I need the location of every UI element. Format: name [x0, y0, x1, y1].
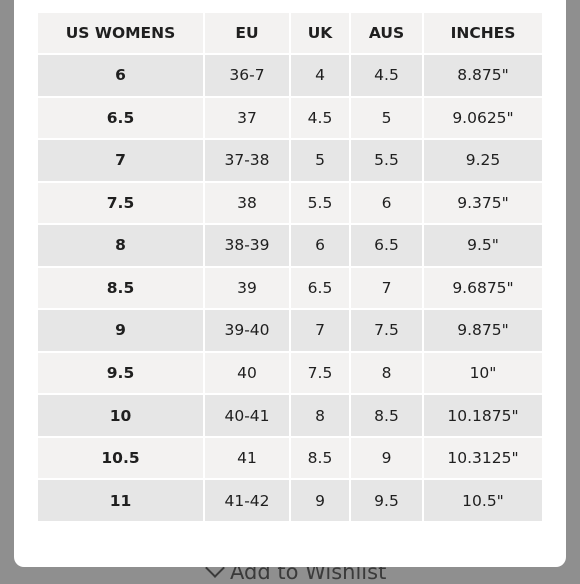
cell-us-womens: 6	[38, 55, 203, 96]
table-row: 11 41-42 9 9.5 10.5"	[38, 480, 542, 521]
cell-eu: 36-7	[205, 55, 289, 96]
cell-uk: 7.5	[291, 352, 349, 394]
cell-uk: 5.5	[291, 182, 349, 224]
cell-us-womens: 7.5	[38, 182, 203, 224]
cell-uk: 8.5	[291, 437, 349, 479]
cell-us-womens: 9.5	[38, 352, 203, 394]
column-header-uk: UK	[291, 13, 349, 53]
table-row: 6 36-7 4 4.5 8.875"	[38, 55, 542, 96]
size-chart-table: US WOMENS EU UK AUS INCHES 6 36-7 4 4.5 …	[36, 11, 544, 523]
table-row: 8 38-39 6 6.5 9.5"	[38, 225, 542, 266]
column-header-eu: EU	[205, 13, 289, 53]
cell-aus: 8.5	[351, 395, 422, 436]
column-header-inches: INCHES	[424, 13, 542, 53]
cell-aus: 6.5	[351, 225, 422, 266]
cell-inches: 9.25	[424, 140, 542, 181]
cell-inches: 9.6875"	[424, 267, 542, 309]
cell-eu: 37-38	[205, 140, 289, 181]
column-header-us-womens: US WOMENS	[38, 13, 203, 53]
cell-inches: 10.3125"	[424, 437, 542, 479]
cell-eu: 40	[205, 352, 289, 394]
table-row: 10 40-41 8 8.5 10.1875"	[38, 395, 542, 436]
cell-aus: 7.5	[351, 310, 422, 351]
cell-aus: 6	[351, 182, 422, 224]
cell-inches: 9.375"	[424, 182, 542, 224]
column-header-aus: AUS	[351, 13, 422, 53]
cell-us-womens: 11	[38, 480, 203, 521]
cell-inches: 10.5"	[424, 480, 542, 521]
table-row: 8.5 39 6.5 7 9.6875"	[38, 267, 542, 309]
cell-uk: 5	[291, 140, 349, 181]
cell-us-womens: 10	[38, 395, 203, 436]
cell-aus: 5	[351, 97, 422, 139]
cell-us-womens: 10.5	[38, 437, 203, 479]
cell-inches: 9.5"	[424, 225, 542, 266]
cell-eu: 39-40	[205, 310, 289, 351]
cell-aus: 5.5	[351, 140, 422, 181]
cell-uk: 4	[291, 55, 349, 96]
cell-eu: 40-41	[205, 395, 289, 436]
cell-inches: 9.0625"	[424, 97, 542, 139]
cell-us-womens: 7	[38, 140, 203, 181]
table-header-row: US WOMENS EU UK AUS INCHES	[38, 13, 542, 53]
cell-uk: 6.5	[291, 267, 349, 309]
cell-aus: 8	[351, 352, 422, 394]
cell-aus: 9	[351, 437, 422, 479]
table-row: 7.5 38 5.5 6 9.375"	[38, 182, 542, 224]
cell-us-womens: 6.5	[38, 97, 203, 139]
cell-aus: 7	[351, 267, 422, 309]
table-row: 7 37-38 5 5.5 9.25	[38, 140, 542, 181]
cell-eu: 38	[205, 182, 289, 224]
cell-us-womens: 8.5	[38, 267, 203, 309]
cell-uk: 7	[291, 310, 349, 351]
cell-eu: 37	[205, 97, 289, 139]
cell-uk: 6	[291, 225, 349, 266]
cell-inches: 9.875"	[424, 310, 542, 351]
table-row: 10.5 41 8.5 9 10.3125"	[38, 437, 542, 479]
cell-uk: 9	[291, 480, 349, 521]
cell-inches: 8.875"	[424, 55, 542, 96]
cell-eu: 39	[205, 267, 289, 309]
table-row: 6.5 37 4.5 5 9.0625"	[38, 97, 542, 139]
cell-inches: 10"	[424, 352, 542, 394]
table-row: 9.5 40 7.5 8 10"	[38, 352, 542, 394]
cell-uk: 8	[291, 395, 349, 436]
table-row: 9 39-40 7 7.5 9.875"	[38, 310, 542, 351]
cell-us-womens: 9	[38, 310, 203, 351]
cell-uk: 4.5	[291, 97, 349, 139]
cell-eu: 38-39	[205, 225, 289, 266]
cell-aus: 4.5	[351, 55, 422, 96]
cell-eu: 41-42	[205, 480, 289, 521]
cell-aus: 9.5	[351, 480, 422, 521]
cell-inches: 10.1875"	[424, 395, 542, 436]
cell-us-womens: 8	[38, 225, 203, 266]
cell-eu: 41	[205, 437, 289, 479]
